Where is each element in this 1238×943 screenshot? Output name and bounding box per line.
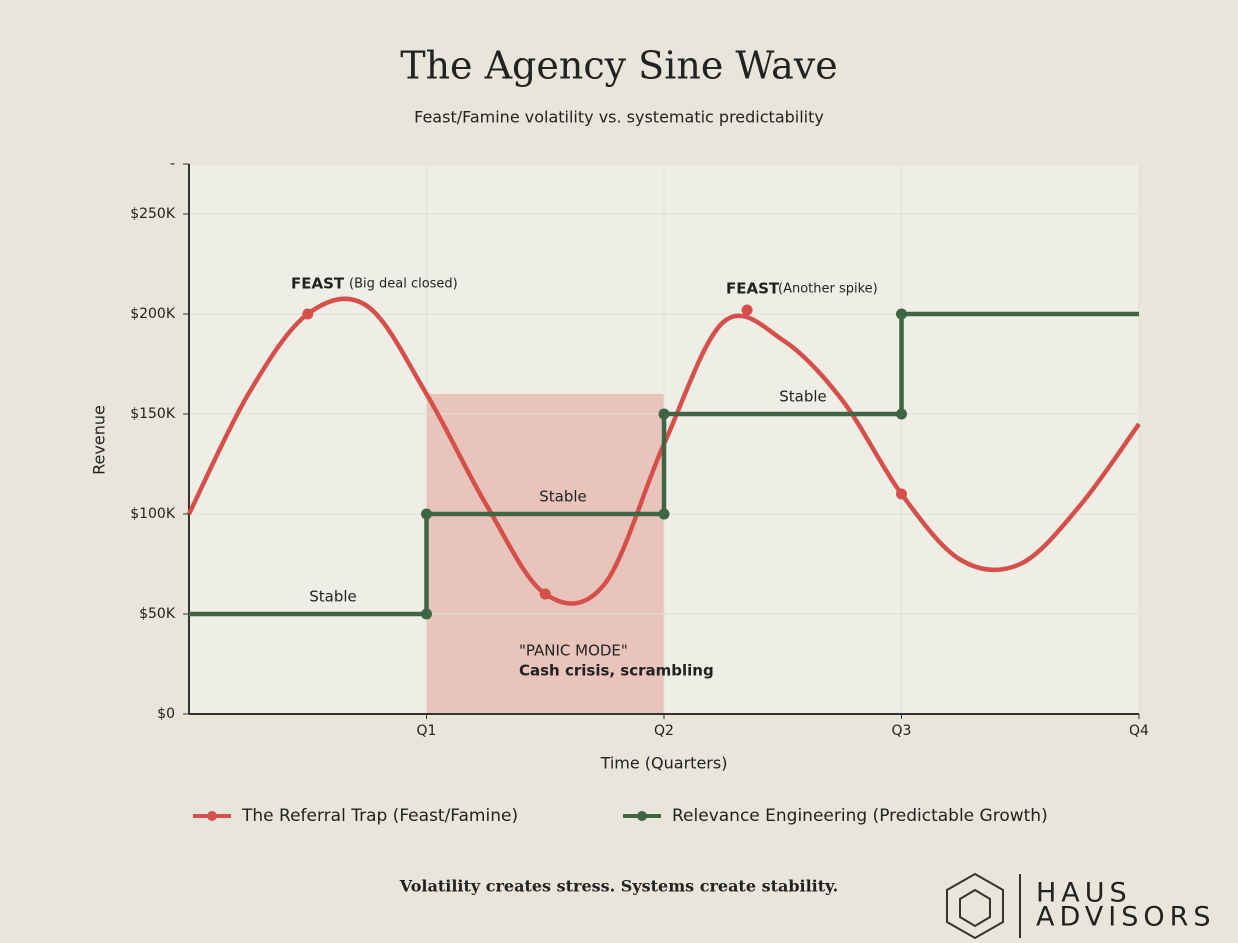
data-point (896, 408, 907, 420)
y-tick-label: $0 (157, 706, 175, 722)
y-tick-label: $200K (130, 306, 176, 322)
annotation: FEAST (291, 275, 345, 293)
annotation: FEAST (726, 280, 780, 298)
data-point (741, 304, 753, 316)
y-tick-label: - (170, 156, 175, 172)
data-point (539, 588, 551, 600)
x-tick-label: Q1 (417, 723, 437, 739)
x-axis-label: Time (Quarters) (600, 754, 728, 773)
data-point (421, 508, 432, 520)
data-point (421, 608, 432, 620)
data-point (658, 408, 670, 420)
chart-title: The Agency Sine Wave (400, 44, 838, 88)
data-point (896, 308, 907, 320)
annotation: Stable (779, 388, 827, 406)
highlight-region (426, 394, 664, 714)
data-point (896, 488, 907, 500)
logo-line2: ADVISORS (1036, 902, 1216, 933)
series-line (189, 311, 1139, 617)
footer: Volatility creates stress. Systems creat… (399, 877, 838, 896)
x-tick-label: Q3 (892, 723, 912, 739)
annotation: Stable (539, 488, 587, 506)
annotation-note: (Another spike) (778, 282, 878, 297)
annotation-note: (Big deal closed) (349, 277, 458, 292)
x-tick-label: Q4 (1129, 723, 1149, 739)
data-point (302, 308, 314, 320)
y-tick-label: $100K (130, 506, 176, 522)
y-tick-label: $50K (139, 606, 176, 622)
series-line (186, 296, 1141, 606)
data-point (658, 508, 670, 520)
chart-subtitle: Feast/Famine volatility vs. systematic p… (414, 108, 824, 127)
annotation-note: Cash crisis, scrambling (519, 662, 714, 680)
y-tick-label: $150K (130, 406, 176, 422)
y-tick-label: $250K (130, 206, 176, 222)
legend-label: Relevance Engineering (Predictable Growt… (672, 806, 1048, 826)
legend-label: The Referral Trap (Feast/Famine) (241, 806, 518, 826)
annotation: Stable (309, 588, 357, 606)
x-tick-label: Q2 (654, 723, 674, 739)
legend-marker (207, 811, 217, 821)
logo-icon (946, 872, 1021, 940)
legend-marker (637, 811, 647, 821)
logo-line1: HAUS (1036, 878, 1132, 909)
y-axis-label: Revenue (90, 405, 109, 475)
annotation: "PANIC MODE" (519, 642, 628, 660)
